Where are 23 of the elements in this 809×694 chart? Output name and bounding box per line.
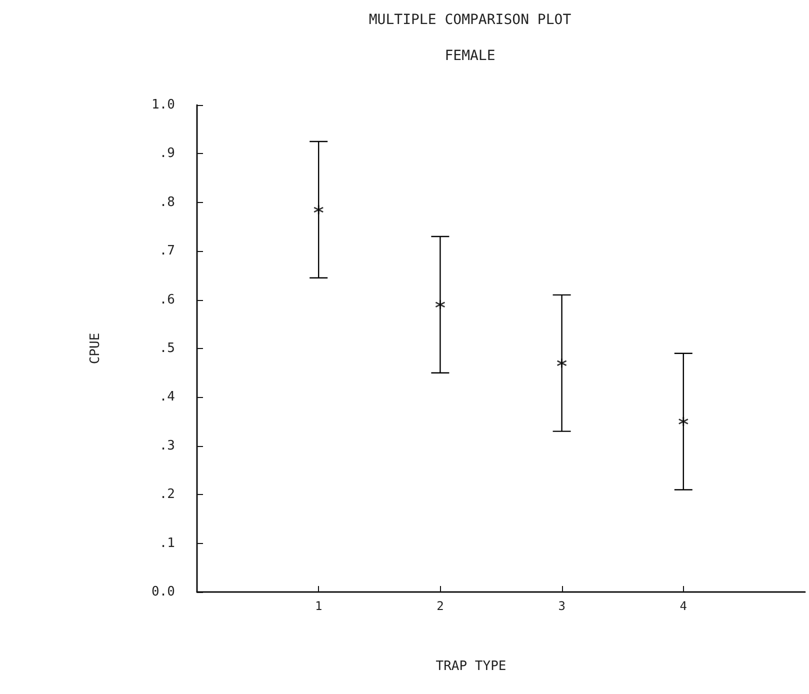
y-tick-label: 0.0 [152,584,175,600]
point [435,299,446,310]
y-tick-label: .6 [159,292,175,308]
y-tick-label: .7 [159,244,175,259]
x-tick-label: 3 [558,599,566,613]
point [313,204,324,215]
y-tick-label: .9 [159,146,175,162]
x-axis-title: TRAP TYPE [436,659,506,674]
y-tick-label: .8 [159,194,175,210]
chart-subtitle: FEMALE [444,48,496,64]
chart-title: MULTIPLE COMPARISON PLOT [368,12,572,28]
point [678,416,689,427]
y-tick-label: .3 [159,438,175,454]
x-tick-label: 4 [680,599,688,613]
point [556,358,567,368]
y-tick-label: .4 [159,390,176,405]
y-tick-label: .2 [159,487,175,502]
y-tick-label: 1.0 [152,98,175,112]
y-tick-label: .5 [159,341,175,356]
x-tick-label: 1 [314,599,322,613]
x-tick-label: 2 [436,599,444,613]
y-axis-title: CPUE [88,332,103,364]
y-tick-label: .1 [159,536,175,551]
